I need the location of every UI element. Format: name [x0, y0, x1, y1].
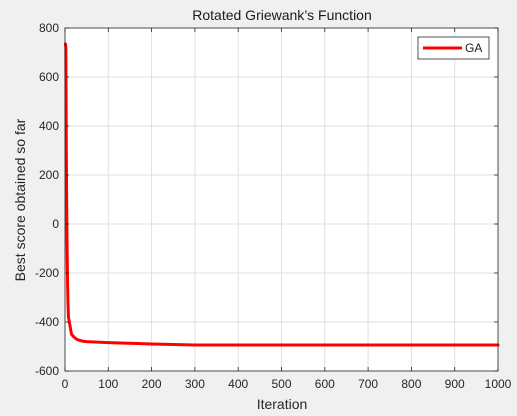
series-line-ga: [63, 42, 500, 347]
x-tick-label: 400: [228, 377, 248, 391]
legend: GA: [417, 36, 490, 60]
y-tick-label: -600: [35, 364, 59, 378]
tick-marks: [64, 27, 499, 372]
x-tick-label: 300: [185, 377, 205, 391]
x-tick-label: 600: [315, 377, 335, 391]
y-tick-label: 200: [39, 168, 59, 182]
y-tick-labels: -600 -400 -200 0 200 400 600 800: [35, 21, 59, 378]
x-tick-label: 700: [358, 377, 378, 391]
y-tick-label: 800: [39, 21, 59, 35]
x-tick-label: 1000: [485, 377, 512, 391]
y-tick-label: 0: [52, 217, 59, 231]
y-tick-label: 400: [39, 119, 59, 133]
legend-label-ga: GA: [465, 41, 482, 55]
series-layer: [63, 42, 500, 347]
y-tick-label: -200: [35, 266, 59, 280]
x-axis-label: Iteration: [257, 396, 308, 412]
x-tick-label: 900: [445, 377, 465, 391]
x-tick-label: 0: [62, 377, 69, 391]
x-tick-label: 800: [401, 377, 421, 391]
x-tick-labels: 0 100 200 300 400 500 600 700 800 900 1000: [62, 377, 512, 391]
x-tick-label: 500: [271, 377, 291, 391]
x-tick-label: 200: [142, 377, 162, 391]
chart-title: Rotated Griewank’s Function: [192, 7, 372, 23]
y-tick-label: -400: [35, 315, 59, 329]
x-tick-label: 100: [98, 377, 118, 391]
y-axis-label: Best score obtained so far: [12, 118, 28, 281]
y-tick-label: 600: [39, 70, 59, 84]
